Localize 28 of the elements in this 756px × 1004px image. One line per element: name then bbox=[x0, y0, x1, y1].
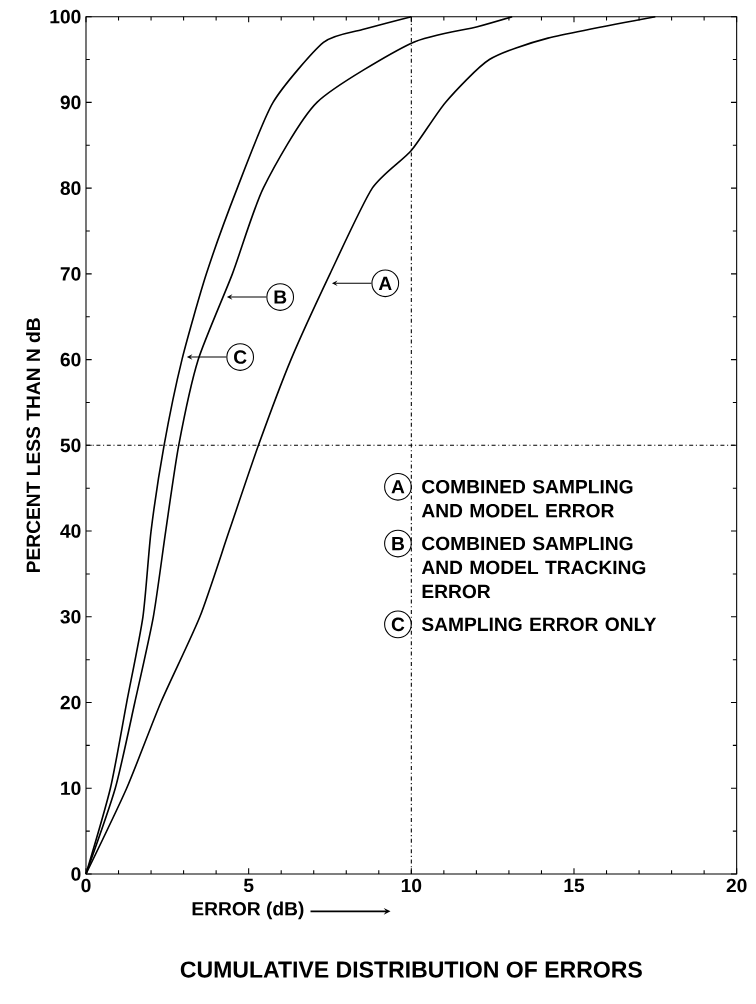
y-axis-title: PERCENT LESS THAN N dB bbox=[26, 318, 41, 573]
y-tick-label: 20 bbox=[60, 695, 81, 710]
text: C bbox=[391, 617, 405, 632]
y-tick-label: 70 bbox=[60, 267, 81, 281]
x-axis-title: ERROR (dB) bbox=[192, 901, 304, 920]
y-tick-label: 50 bbox=[60, 438, 81, 453]
text: B bbox=[392, 536, 404, 551]
x-tick-label: 20 bbox=[726, 878, 747, 893]
y-tick-label: 40 bbox=[60, 524, 81, 538]
y-tick-label: 100 bbox=[50, 9, 81, 24]
annotation: B bbox=[274, 290, 287, 304]
y-tick-label: 10 bbox=[61, 781, 81, 796]
x-tick-label: 5 bbox=[243, 878, 254, 893]
x-tick-label: 15 bbox=[564, 878, 585, 893]
y-tick-label: 80 bbox=[60, 181, 81, 195]
y-tick-label: 0 bbox=[71, 867, 81, 881]
legend-label: COMBINED SAMPLING AND MODEL TRACKING ERROR bbox=[421, 536, 646, 599]
y-tick-label: 90 bbox=[60, 95, 81, 110]
legend-label: SAMPLING ERROR ONLY bbox=[421, 617, 657, 632]
annotation: C bbox=[234, 350, 247, 364]
y-tick-label: 30 bbox=[60, 609, 81, 624]
x-tick-label: 0 bbox=[81, 878, 91, 893]
legend-label: COMBINED SAMPLING AND MODEL ERROR bbox=[421, 479, 633, 518]
text: A bbox=[391, 480, 405, 494]
y-tick-label: 60 bbox=[60, 352, 81, 367]
text: CUMULATIVE DISTRIBUTION OF ERRORS bbox=[180, 961, 642, 978]
annotation: A bbox=[378, 276, 392, 290]
x-tick-label: 10 bbox=[401, 878, 422, 893]
